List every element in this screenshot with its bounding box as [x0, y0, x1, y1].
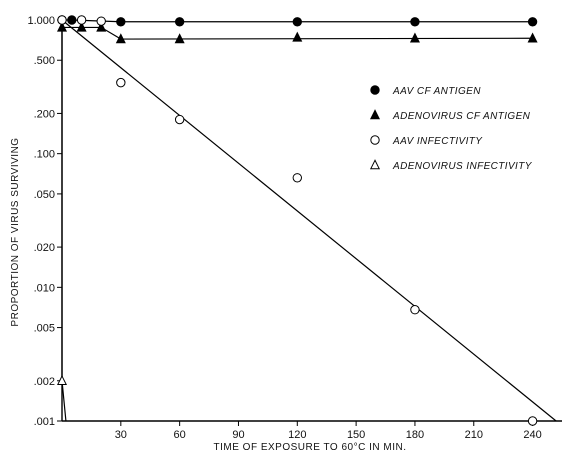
x-tick-label: 150	[347, 429, 365, 441]
legend-label: AAV INFECTIVITY	[392, 136, 483, 147]
x-tick-label: 30	[115, 429, 127, 441]
aav-infectivity-point	[96, 16, 106, 26]
aav-cf-antigen-line	[62, 19, 533, 23]
aav-infectivity-point	[292, 173, 302, 183]
adenovirus-cf-antigen-point	[409, 32, 420, 43]
x-tick-label: 90	[232, 429, 244, 441]
x-tick-label: 180	[406, 429, 424, 441]
y-tick-label: .200	[34, 108, 55, 120]
y-axis-title: PROPORTION OF VIRUS SURVIVING	[10, 137, 21, 326]
adenovirus-cf-antigen-point	[174, 33, 185, 44]
x-tick-label: 60	[174, 429, 186, 441]
aav-cf-antigen-point	[292, 17, 302, 27]
fit-lines	[61, 19, 557, 422]
adenovirus-infectivity-point	[56, 374, 68, 385]
y-tick-label: .050	[34, 189, 55, 201]
data-points	[56, 15, 538, 426]
legend-marker-adenovirus-infectivity	[369, 159, 381, 170]
aav-infectivity-point	[76, 15, 87, 25]
adenovirus-infectivity-line	[61, 22, 67, 422]
legend-marker-aav-cf-antigen	[370, 85, 380, 95]
adenovirus-cf-antigen-point	[527, 32, 538, 43]
y-tick-label: .020	[34, 242, 55, 254]
aav-infectivity-point	[174, 114, 185, 125]
aav-infectivity-point	[116, 77, 126, 88]
x-tick-label: 210	[465, 429, 483, 441]
legend-marker-adenovirus-cf-antigen	[369, 109, 381, 120]
y-tick-label: .100	[34, 149, 55, 161]
y-axis-ticks: .001 .002 .005 .010 .020 .050 .100 .200 .500 1.00…	[27, 15, 62, 428]
aav-cf-antigen-point	[67, 15, 77, 25]
y-tick-label: 1.000	[27, 15, 55, 27]
adenovirus-cf-antigen-point	[292, 31, 303, 42]
y-tick-label: .500	[34, 55, 55, 67]
legend-label: ADENOVIRUS INFECTIVITY	[392, 161, 533, 172]
legend-label: ADENOVIRUS CF ANTIGEN	[392, 111, 531, 122]
adenovirus-cf-antigen-point	[76, 21, 87, 32]
aav-cf-antigen-point	[174, 17, 185, 27]
adenovirus-cf-antigen-point	[56, 21, 68, 32]
x-axis-title: TIME OF EXPOSURE TO 60°C IN MIN.	[214, 442, 407, 453]
y-tick-label: .001	[34, 416, 55, 428]
y-tick-label: .010	[34, 282, 55, 294]
aav-infectivity-point	[527, 416, 538, 426]
legend-label: AAV CF ANTIGEN	[392, 86, 481, 97]
x-axis-ticks: 30 60 90 120 150 180 210 240	[115, 421, 542, 441]
aav-cf-antigen-point	[410, 17, 420, 27]
legend: AAV CF ANTIGEN ADENOVIRUS CF ANTIGEN AAV I…	[369, 85, 533, 172]
x-tick-label: 240	[523, 429, 541, 441]
aav-cf-antigen-point	[116, 17, 126, 27]
adenovirus-cf-antigen-point	[96, 21, 107, 32]
aav-infectivity-point	[57, 15, 67, 25]
x-tick-label: 120	[288, 429, 306, 441]
aav-infectivity-line	[61, 19, 557, 422]
adenovirus-cf-antigen-point	[115, 33, 126, 44]
aav-infectivity-point	[410, 305, 420, 315]
y-tick-label: .005	[34, 323, 55, 335]
aav-cf-antigen-point	[527, 17, 538, 27]
y-tick-label: .002	[34, 376, 55, 388]
legend-marker-aav-infectivity	[370, 135, 380, 145]
